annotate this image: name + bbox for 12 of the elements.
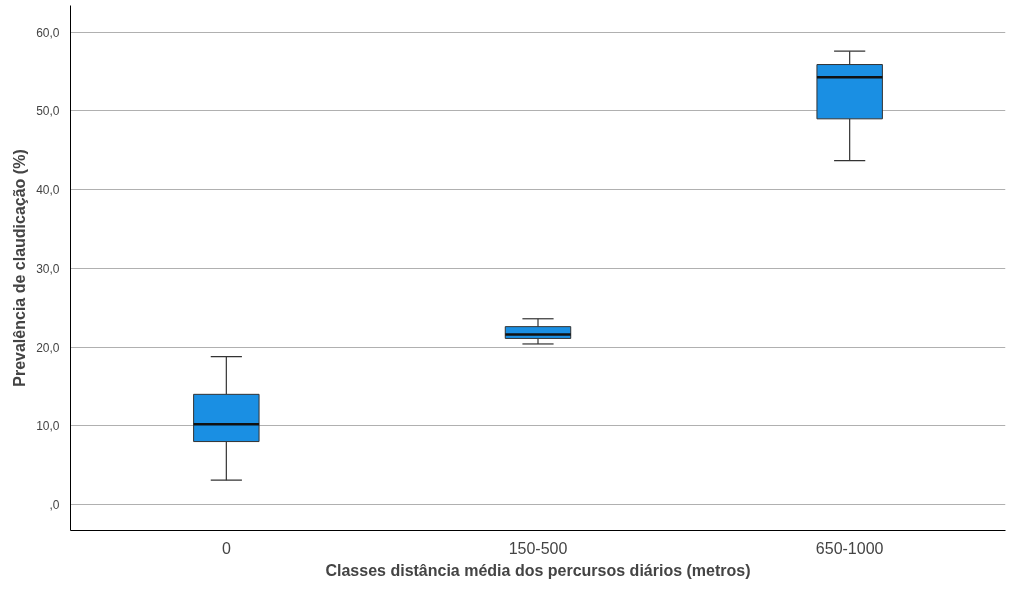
x-tick-label: 0 [221, 539, 231, 557]
y-tick-label: 50,0 [36, 104, 60, 119]
y-tick-label: 20,0 [36, 340, 60, 355]
y-tick-label: 60,0 [36, 25, 60, 40]
y-tick-label: ,0 [49, 498, 60, 513]
x-tick-label: 150-500 [508, 539, 568, 557]
y-tick-label: 40,0 [36, 183, 60, 198]
x-tick-label: 650-1000 [815, 539, 884, 557]
y-axis-title: Prevalência de claudicação (%) [11, 149, 29, 387]
y-tick-label: 10,0 [36, 419, 60, 434]
x-axis-title: Classes distância média dos percursos diários (metros) [325, 561, 751, 579]
y-tick-label: 30,0 [36, 261, 60, 276]
